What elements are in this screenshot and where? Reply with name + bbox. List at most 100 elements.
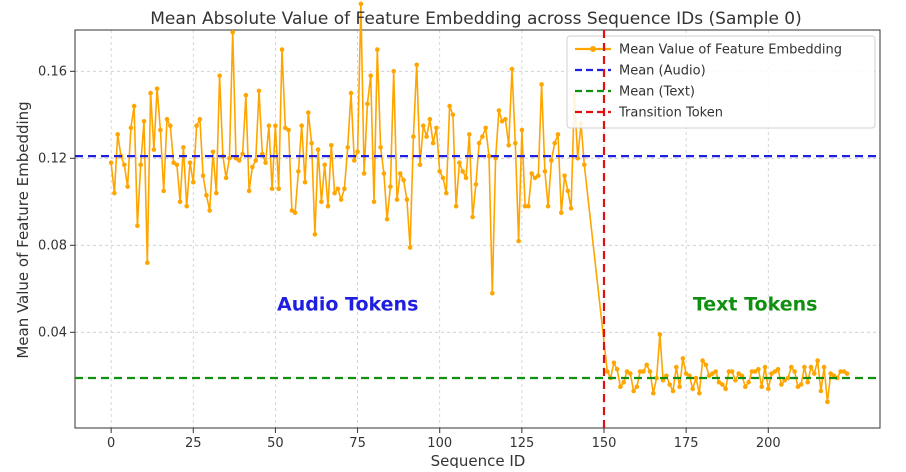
data-point [115, 132, 120, 137]
data-point [706, 373, 712, 379]
data-point [716, 380, 722, 385]
data-point [135, 223, 140, 228]
data-point [309, 140, 314, 146]
data-point [227, 156, 232, 161]
data-point [552, 140, 557, 146]
data-point [637, 369, 643, 374]
legend: Mean Value of Feature Embedding Mean (Aud… [566, 35, 876, 129]
data-point [654, 375, 659, 381]
data-point [631, 388, 636, 394]
data-point [355, 149, 360, 155]
data-point [647, 369, 653, 374]
annotation-audio-tokens: Audio Tokens [277, 294, 418, 316]
data-point [141, 119, 147, 124]
data-point [214, 190, 219, 196]
data-point [338, 197, 344, 202]
data-point [762, 364, 768, 370]
series [108, 1, 850, 405]
data-point [414, 62, 420, 68]
annotation-text-tokens: Text Tokens [693, 294, 818, 316]
data-point [401, 177, 406, 183]
data-point [683, 371, 689, 376]
data-point [181, 145, 186, 150]
data-point [302, 179, 308, 185]
data-point [795, 384, 801, 390]
data-point [246, 188, 252, 194]
data-point [519, 127, 525, 133]
x-tick-label: 175 [674, 436, 699, 451]
data-point [532, 175, 538, 181]
data-point [476, 140, 482, 146]
legend-marker [590, 46, 596, 52]
data-point [513, 140, 518, 146]
axes: 0 25 50 75 100 125 150 175 200 0.04 0.08 0.12 0.16 [38, 64, 781, 451]
y-tick-label: 0.12 [38, 151, 67, 166]
data-point [253, 158, 258, 163]
data-point [151, 147, 157, 152]
data-point [460, 169, 466, 174]
data-point [641, 369, 646, 374]
data-point [138, 162, 143, 168]
data-point [565, 188, 571, 194]
x-tick-label: 200 [756, 436, 781, 451]
data-point [549, 158, 554, 163]
data-point [759, 384, 764, 390]
legend-label: Mean (Text) [619, 85, 695, 100]
data-point [611, 360, 617, 366]
data-point [651, 390, 656, 396]
data-point [427, 116, 433, 122]
data-point [417, 162, 423, 168]
data-point [752, 369, 758, 374]
data-point [772, 369, 778, 374]
data-point [667, 382, 672, 387]
data-point [358, 1, 364, 7]
data-point [345, 145, 351, 150]
data-point [312, 232, 318, 237]
data-point [398, 171, 403, 176]
data-point [815, 358, 820, 363]
data-point [276, 186, 282, 192]
data-point [404, 197, 410, 202]
data-point [568, 206, 574, 211]
data-point [835, 375, 840, 381]
data-point [555, 132, 561, 137]
data-point [503, 116, 508, 122]
data-point [680, 356, 686, 361]
data-point [697, 390, 702, 396]
data-point [131, 103, 137, 109]
data-point [164, 116, 170, 122]
data-point [844, 371, 850, 376]
data-point [437, 169, 443, 174]
data-point [365, 101, 370, 107]
data-point [154, 86, 160, 91]
data-point [187, 160, 193, 165]
data-point [693, 375, 699, 381]
data-point [440, 175, 446, 181]
data-point [789, 364, 794, 370]
data-point [798, 382, 804, 387]
data-point [447, 103, 452, 109]
data-point [158, 127, 163, 133]
data-point [453, 203, 459, 209]
data-point [509, 66, 515, 72]
x-tick-label: 150 [592, 436, 617, 451]
data-point [785, 375, 791, 381]
chart-title: Mean Absolute Value of Feature Embedding… [150, 9, 802, 29]
data-point [522, 203, 528, 209]
data-point [256, 88, 262, 94]
data-point [223, 175, 229, 181]
data-point [145, 260, 150, 266]
data-point [775, 367, 781, 372]
data-point [306, 110, 311, 115]
data-point [559, 210, 564, 215]
data-point [463, 175, 469, 181]
data-point [325, 203, 331, 209]
data-point [230, 29, 235, 35]
data-point [269, 186, 275, 192]
x-tick-label: 50 [267, 436, 284, 451]
y-axis-label: Mean Value of Feature Embedding [14, 101, 32, 358]
data-point [322, 162, 328, 168]
data-point [368, 73, 374, 78]
data-point [348, 90, 354, 96]
data-point [812, 371, 817, 376]
